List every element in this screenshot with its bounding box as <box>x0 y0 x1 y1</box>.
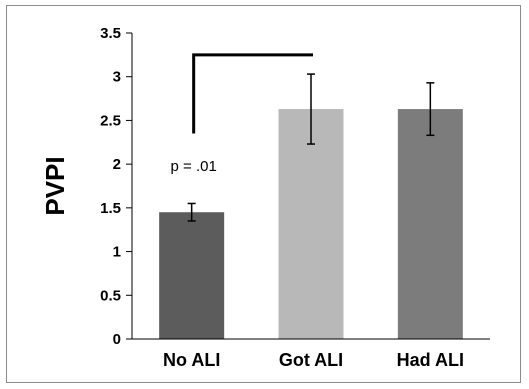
y-tick-label: 1.5 <box>100 200 121 217</box>
x-category-label: Had ALI <box>397 350 464 370</box>
y-axis-title: PVPI <box>40 156 70 215</box>
significance-bracket <box>192 53 313 134</box>
y-tick-label: 2 <box>113 156 121 173</box>
y-tick-label: 0 <box>113 331 121 348</box>
y-tick-label: 2.5 <box>100 112 121 129</box>
y-axis-ticks: 0 0.5 1 1.5 2 2.5 3 3.5 <box>100 25 132 348</box>
bar-got-ali <box>278 109 344 339</box>
error-bars <box>187 73 435 222</box>
p-value-annotation: p = .01 <box>171 158 217 175</box>
y-tick-label: 3.5 <box>100 25 121 42</box>
y-tick-label: 3 <box>113 69 121 86</box>
bar-had-ali <box>397 109 463 339</box>
x-category-label: No ALI <box>163 350 220 370</box>
y-tick-label: 0.5 <box>100 287 121 304</box>
x-category-label: Got ALI <box>279 350 343 370</box>
x-axis-labels: No ALI Got ALI Had ALI <box>163 350 464 370</box>
y-tick-label: 1 <box>113 244 121 261</box>
bar-no-ali <box>159 212 225 339</box>
bars <box>159 109 463 339</box>
